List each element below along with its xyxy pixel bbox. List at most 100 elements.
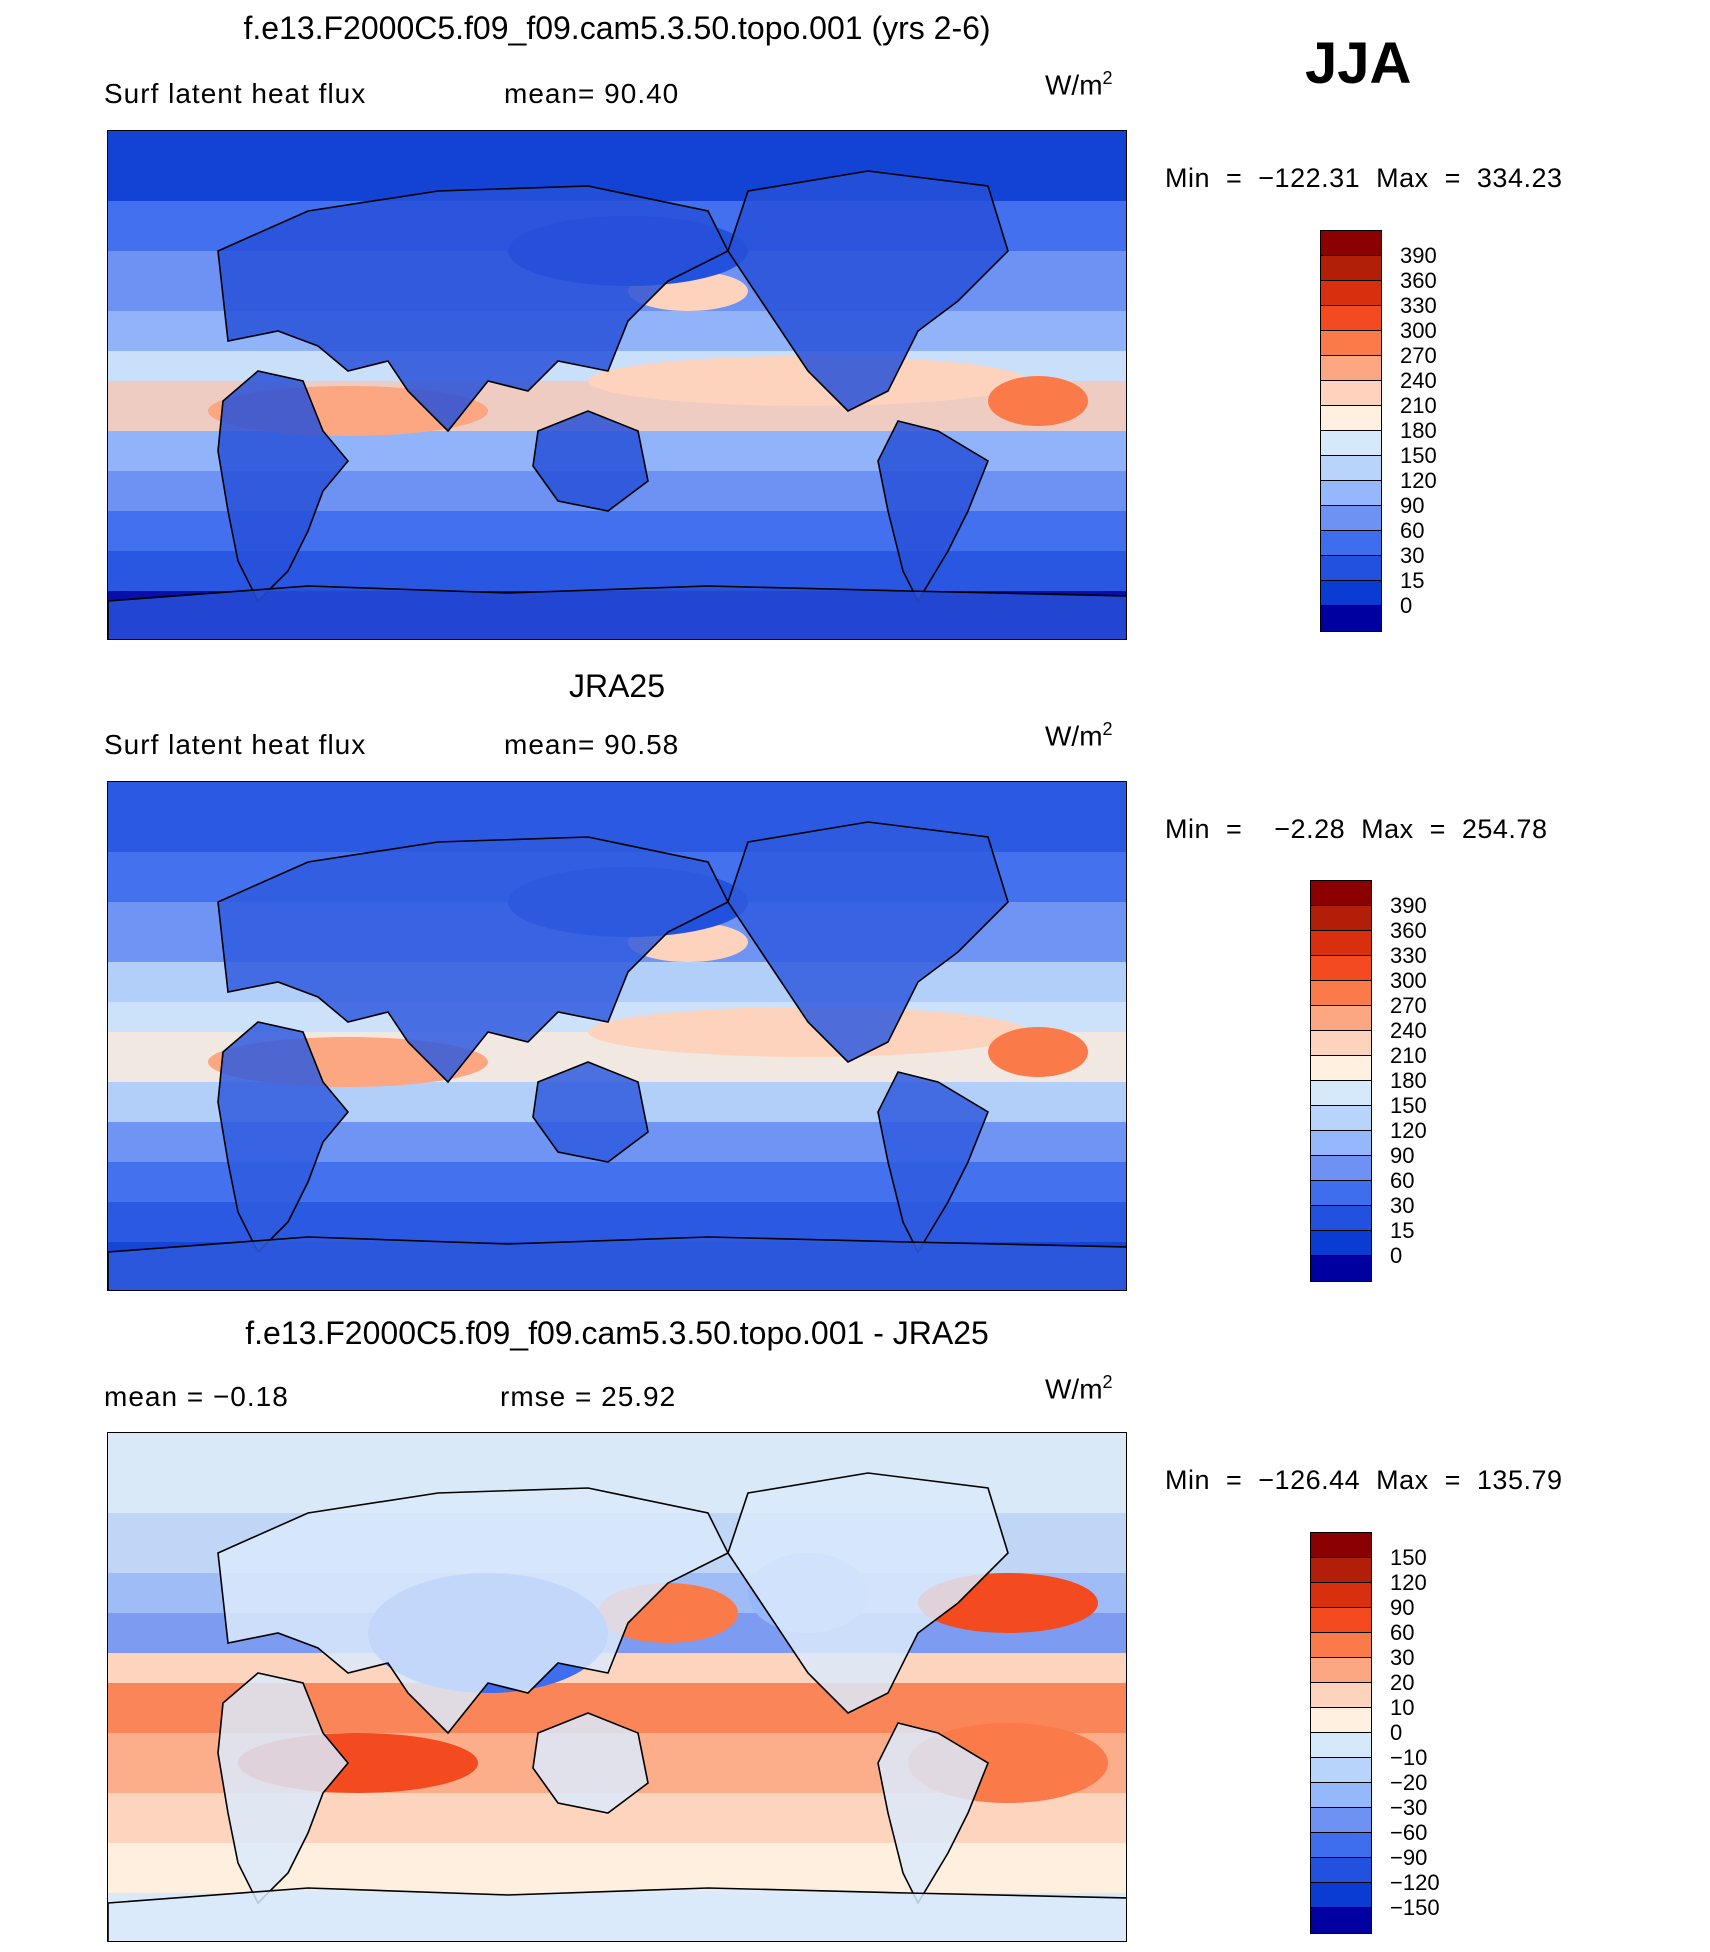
colorbar-swatch: [1311, 1006, 1371, 1031]
colorbar-tick-label: 0: [1390, 1720, 1403, 1745]
panel-1-title: f.e13.F2000C5.f09_f09.cam5.3.50.topo.001…: [243, 10, 991, 46]
colorbar-swatch: [1311, 1633, 1371, 1658]
colorbar-tick-label: 150: [1400, 443, 1437, 468]
colorbar-tick-label: 30: [1390, 1645, 1415, 1670]
colorbar-tick-label: 0: [1390, 1243, 1403, 1268]
colorbar-swatch: [1311, 1231, 1371, 1256]
colorbar-swatch: [1321, 456, 1381, 481]
colorbar-swatch: [1321, 556, 1381, 581]
panel-1-map: [107, 130, 1127, 640]
panel-1-colorbar: [1320, 230, 1382, 632]
panel-3-map: [107, 1432, 1127, 1942]
colorbar-swatch: [1311, 1206, 1371, 1231]
colorbar-swatch: [1321, 356, 1381, 381]
colorbar-swatch: [1321, 481, 1381, 506]
colorbar-swatch: [1311, 1758, 1371, 1783]
panel-1-units-base: W/m: [1045, 69, 1103, 101]
colorbar-swatch: [1311, 1733, 1371, 1758]
colorbar-tick-label: 150: [1390, 1093, 1427, 1118]
colorbar-tick-label: 20: [1390, 1670, 1415, 1695]
colorbar-tick-label: −20: [1390, 1770, 1428, 1795]
colorbar-tick-label: 360: [1400, 268, 1437, 293]
colorbar-swatch: [1311, 881, 1371, 906]
panel-3-title: f.e13.F2000C5.f09_f09.cam5.3.50.topo.001…: [245, 1315, 989, 1351]
season-label: JJA: [1305, 31, 1412, 96]
colorbar-tick-label: 240: [1400, 368, 1437, 393]
colorbar-swatch: [1321, 506, 1381, 531]
map-field: [108, 782, 1126, 1290]
colorbar-tick-label: 270: [1400, 343, 1437, 368]
colorbar-swatch: [1321, 581, 1381, 606]
colorbar-swatch: [1311, 1583, 1371, 1608]
panel-3-units-base: W/m: [1045, 1373, 1103, 1405]
colorbar-swatch: [1311, 1808, 1371, 1833]
colorbar-swatch: [1321, 256, 1381, 281]
colorbar-tick-label: 30: [1400, 543, 1425, 568]
colorbar-tick-label: 60: [1400, 518, 1425, 543]
colorbar-swatch: [1321, 431, 1381, 456]
colorbar-tick-label: 330: [1400, 293, 1437, 318]
colorbar-swatch: [1311, 1683, 1371, 1708]
panel-1-mean: mean= 90.40: [504, 78, 680, 109]
colorbar-swatch: [1311, 1106, 1371, 1131]
panel-1-field-label: Surf latent heat flux: [104, 78, 367, 109]
colorbar-swatch: [1311, 1708, 1371, 1733]
colorbar-swatch: [1321, 406, 1381, 431]
colorbar-tick-label: 330: [1390, 943, 1427, 968]
colorbar-tick-label: 210: [1400, 393, 1437, 418]
panel-2-minmax: Min = −2.28 Max = 254.78: [1165, 814, 1548, 844]
colorbar-swatch: [1321, 531, 1381, 556]
colorbar-swatch: [1311, 1908, 1371, 1933]
panel-3-units-exp: 2: [1102, 1372, 1113, 1392]
colorbar-tick-label: −120: [1390, 1870, 1440, 1895]
colorbar-tick-label: −90: [1390, 1845, 1428, 1870]
panel-2-colorbar: [1310, 880, 1372, 1282]
colorbar-tick-label: 390: [1400, 243, 1437, 268]
panel-1-units-exp: 2: [1102, 68, 1113, 88]
panel-3-mean: mean = −0.18: [104, 1381, 289, 1412]
colorbar-tick-label: 300: [1390, 968, 1427, 993]
colorbar-swatch: [1311, 1156, 1371, 1181]
colorbar-tick-label: 90: [1400, 493, 1425, 518]
panel-2-field-label: Surf latent heat flux: [104, 729, 367, 760]
colorbar-tick-label: 390: [1390, 893, 1427, 918]
panel-2-units-exp: 2: [1102, 719, 1113, 739]
colorbar-swatch: [1311, 1056, 1371, 1081]
colorbar-tick-label: 360: [1390, 918, 1427, 943]
colorbar-tick-label: 30: [1390, 1193, 1415, 1218]
colorbar-swatch: [1311, 1533, 1371, 1558]
colorbar-swatch: [1311, 1256, 1371, 1281]
map-field: [108, 131, 1126, 639]
colorbar-tick-label: 15: [1390, 1218, 1415, 1243]
colorbar-swatch: [1311, 1031, 1371, 1056]
panel-2-colorbar-labels: 390 360 330 300 270 240 210 180 150 120 90 60 30 15 0: [1390, 893, 1427, 1268]
panel-2-title: JRA25: [568, 668, 666, 704]
colorbar-swatch: [1321, 231, 1381, 256]
panel-3-colorbar-labels: 150 120 90 60 30 20 10 0 −10 −20 −30 −60 −90 −120 −150: [1390, 1545, 1440, 1920]
colorbar-tick-label: 15: [1400, 568, 1425, 593]
map-field: [108, 1433, 1126, 1941]
colorbar-swatch: [1311, 931, 1371, 956]
colorbar-tick-label: 210: [1390, 1043, 1427, 1068]
colorbar-tick-label: 120: [1400, 468, 1437, 493]
colorbar-tick-label: −30: [1390, 1795, 1428, 1820]
colorbar-swatch: [1321, 331, 1381, 356]
colorbar-tick-label: 60: [1390, 1168, 1415, 1193]
colorbar-swatch: [1311, 981, 1371, 1006]
panel-3-rmse: rmse = 25.92: [500, 1381, 677, 1412]
colorbar-tick-label: −150: [1390, 1895, 1440, 1920]
colorbar-swatch: [1321, 306, 1381, 331]
colorbar-swatch: [1311, 956, 1371, 981]
colorbar-tick-label: 240: [1390, 1018, 1427, 1043]
colorbar-swatch: [1311, 1558, 1371, 1583]
colorbar-tick-label: 300: [1400, 318, 1437, 343]
colorbar-swatch: [1321, 606, 1381, 631]
colorbar-swatch: [1321, 381, 1381, 406]
panel-1-colorbar-labels: 390 360 330 300 270 240 210 180 150 120 90 60 30 15 0: [1400, 243, 1437, 618]
colorbar-tick-label: 180: [1400, 418, 1437, 443]
colorbar-tick-label: 0: [1400, 593, 1413, 618]
colorbar-swatch: [1311, 1658, 1371, 1683]
colorbar-tick-label: 180: [1390, 1068, 1427, 1093]
colorbar-tick-label: 90: [1390, 1595, 1415, 1620]
colorbar-swatch: [1321, 281, 1381, 306]
